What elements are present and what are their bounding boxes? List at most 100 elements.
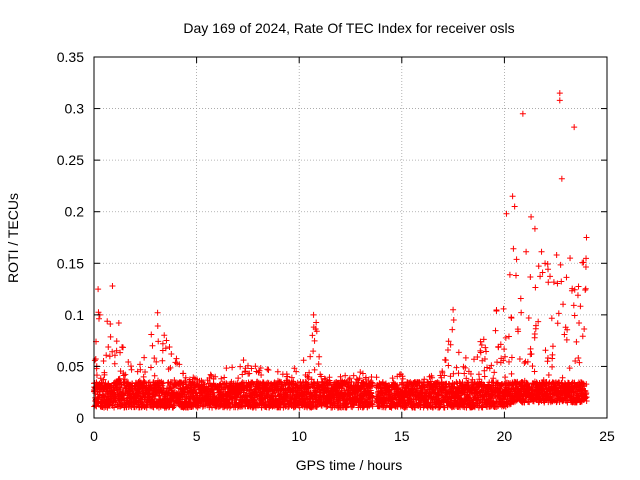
data-point (321, 375, 328, 382)
data-point (556, 398, 563, 405)
data-point (501, 346, 508, 353)
data-point (111, 404, 118, 411)
data-point (542, 260, 549, 267)
data-point (113, 347, 120, 354)
data-point (399, 375, 406, 382)
data-point (305, 374, 312, 381)
x-tick-label: 25 (599, 428, 615, 444)
data-point (549, 343, 556, 350)
grid-layer (94, 57, 607, 418)
data-point (524, 358, 531, 365)
data-point (116, 375, 123, 382)
data-point (237, 363, 244, 370)
data-point (493, 306, 500, 313)
data-point (257, 364, 264, 371)
data-point (105, 343, 112, 350)
data-point (583, 255, 590, 262)
data-point (480, 336, 487, 343)
data-point (429, 374, 436, 381)
data-point (577, 303, 584, 310)
data-point (106, 353, 113, 360)
plot-frame (93, 56, 608, 419)
data-point (471, 356, 478, 363)
data-point (488, 362, 495, 369)
data-point (531, 225, 538, 232)
data-point (583, 234, 590, 241)
data-point (442, 357, 449, 364)
chart-title: Day 169 of 2024, Rate Of TEC Index for r… (183, 20, 514, 36)
data-point (549, 363, 556, 370)
data-point (553, 252, 560, 259)
points-layer (91, 90, 590, 411)
data-point (137, 366, 144, 373)
data-point (310, 348, 317, 355)
data-point (582, 263, 589, 270)
data-point (373, 374, 380, 381)
data-point (179, 396, 186, 403)
data-point (575, 354, 582, 361)
data-point (571, 124, 578, 131)
data-point (95, 315, 102, 322)
data-point (101, 371, 108, 378)
y-tick-label: 0.1 (65, 307, 85, 323)
data-point (288, 374, 295, 381)
data-point (515, 328, 522, 335)
data-point (306, 369, 313, 376)
data-point (518, 309, 525, 316)
data-point (109, 348, 116, 355)
data-point (582, 286, 589, 293)
data-point (512, 272, 519, 279)
data-point (350, 372, 357, 379)
data-point (559, 374, 566, 381)
data-point (523, 248, 530, 255)
data-point (318, 373, 325, 380)
data-point (304, 373, 311, 380)
data-point (500, 357, 507, 364)
data-point (221, 374, 228, 381)
data-point (359, 370, 366, 377)
data-point (368, 394, 375, 401)
data-point (481, 373, 488, 380)
data-point (346, 375, 353, 382)
ticks-layer: 0 5 10 15 20 25 0 0.05 0.1 0.15 0.2 0.25 0.3 0.35 (57, 49, 615, 444)
y-tick-label: 0.25 (57, 152, 84, 168)
data-point (357, 369, 364, 376)
data-point (527, 274, 534, 281)
data-point (581, 326, 588, 333)
data-point (300, 357, 307, 364)
data-point (545, 279, 552, 286)
data-point (229, 364, 236, 371)
data-point (486, 365, 493, 372)
data-point (463, 375, 470, 382)
data-point (501, 353, 508, 360)
data-point (311, 337, 318, 344)
data-point (491, 369, 498, 376)
data-point (478, 342, 485, 349)
data-point (284, 373, 291, 380)
data-point (558, 175, 565, 182)
data-point (528, 351, 535, 358)
data-point (532, 322, 539, 329)
data-point (291, 365, 298, 372)
data-point (562, 324, 569, 331)
data-point (147, 364, 154, 371)
data-point (168, 350, 175, 357)
data-point (554, 320, 561, 327)
data-point (162, 345, 169, 352)
data-point (111, 360, 118, 367)
data-point (149, 342, 156, 349)
data-point (293, 368, 300, 375)
data-point (93, 372, 100, 379)
data-point (582, 285, 589, 292)
data-point (575, 283, 582, 290)
data-point (353, 376, 360, 383)
data-point (563, 274, 570, 281)
data-point (95, 309, 102, 316)
data-point (561, 331, 568, 338)
data-point (573, 338, 580, 345)
data-point (348, 378, 355, 385)
data-point (582, 394, 589, 401)
x-axis-label: GPS time / hours (296, 457, 403, 473)
data-point (369, 393, 376, 400)
